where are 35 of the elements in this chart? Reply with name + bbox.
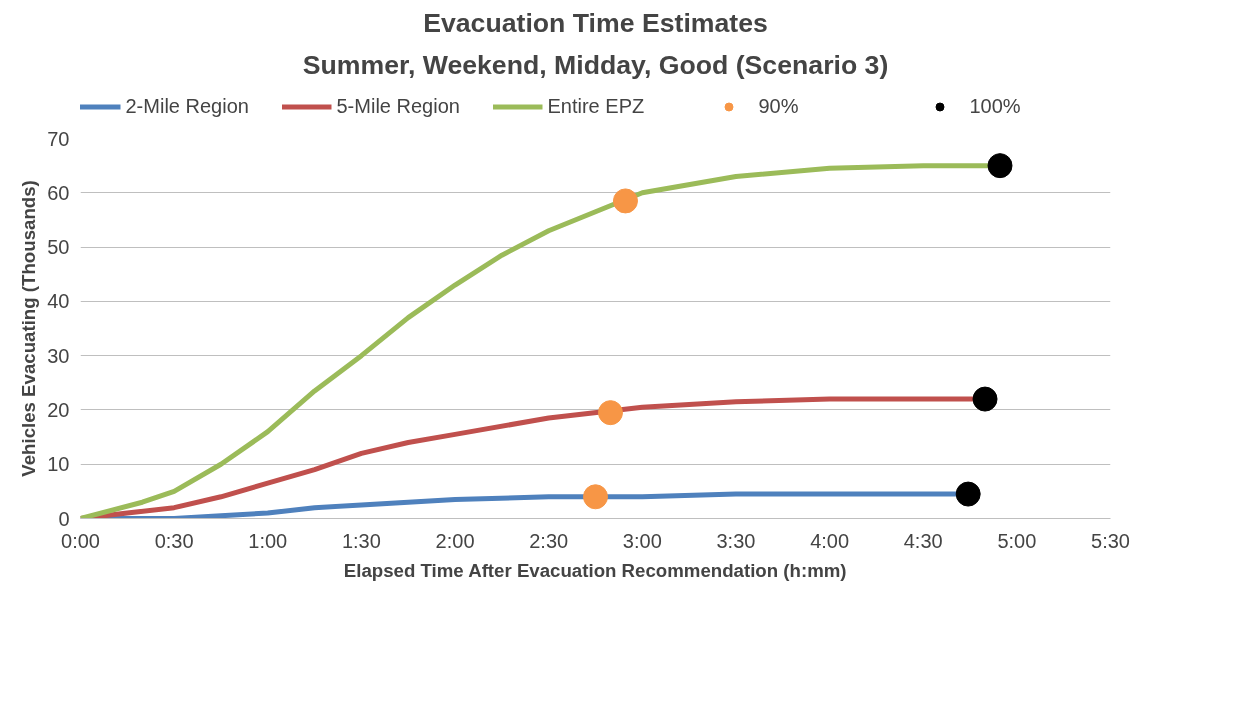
x-tick-label: 0:00 <box>61 529 100 552</box>
x-tick-label: 2:00 <box>435 529 475 552</box>
y-tick-label: 10 <box>47 453 70 476</box>
legend-label: Entire EPZ <box>547 94 646 118</box>
x-tick-label: 3:00 <box>622 529 662 552</box>
x-tick-label: 2:30 <box>529 529 569 552</box>
y-tick-label: 0 <box>58 507 70 530</box>
point <box>597 400 623 426</box>
x-tick-label: 1:00 <box>248 529 288 552</box>
y-tick-label: 60 <box>47 181 70 204</box>
point <box>612 188 638 214</box>
point <box>972 386 998 412</box>
y-tick-label: 70 <box>47 127 70 150</box>
y-axis-title: Vehicles Evacuating (Thousands) <box>18 180 40 477</box>
y-tick-label: 50 <box>47 236 70 259</box>
legend-label: 5-Mile Region <box>336 94 461 118</box>
chart-subtitle: Summer, Weekend, Midday, Good (Scenario 3) <box>302 49 889 80</box>
y-tick-label: 20 <box>47 398 70 421</box>
x-tick-label: 1:30 <box>341 529 381 552</box>
x-tick-label: 5:00 <box>997 529 1037 552</box>
legend-label: 100% <box>969 94 1022 118</box>
point <box>987 153 1013 179</box>
x-tick-label: 3:30 <box>716 529 756 552</box>
point <box>583 484 608 510</box>
x-tick-label: 4:00 <box>810 529 850 552</box>
legend-label: 90% <box>758 94 800 118</box>
y-tick-label: 30 <box>47 344 70 367</box>
legend-label: 2-Mile Region <box>125 94 250 118</box>
y-tick-label: 40 <box>47 290 70 313</box>
x-tick-label: 0:30 <box>154 529 194 552</box>
x-tick-label: 5:30 <box>1091 529 1130 552</box>
point <box>955 481 981 507</box>
x-axis-title: Elapsed Time After Evacuation Recommendation (h:mm) <box>343 559 847 581</box>
chart-title: Evacuation Time Estimates <box>423 7 768 38</box>
x-tick-label: 4:30 <box>903 529 943 552</box>
